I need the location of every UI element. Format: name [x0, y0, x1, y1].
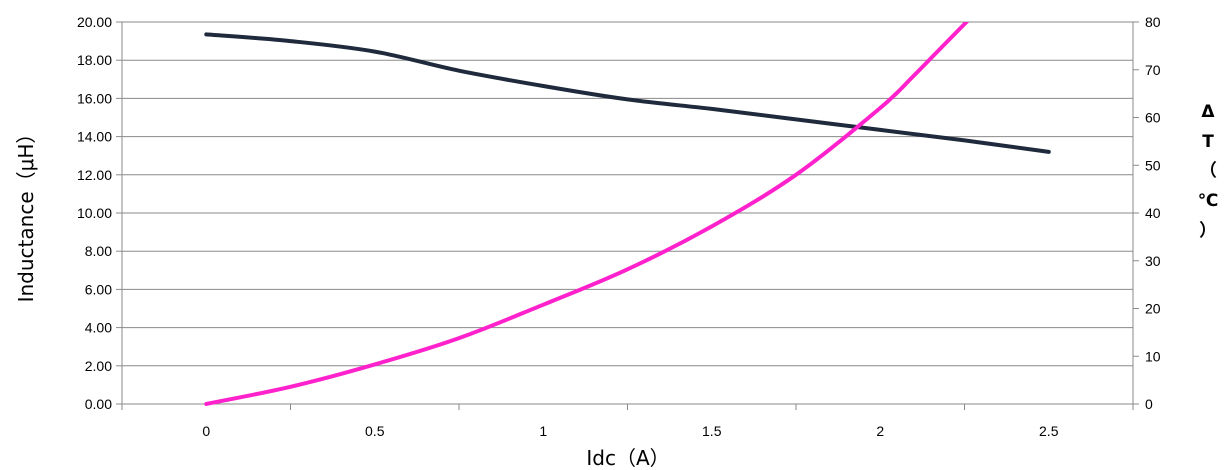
y-tick-label: 16.00 [77, 90, 112, 106]
y-tick-label: 18.00 [77, 52, 112, 68]
right-axis-title-line: ） [1200, 220, 1217, 241]
y-axis-title: Inductance（μH） [14, 124, 38, 303]
y-tick-label: 10.00 [77, 205, 112, 221]
right-axis-title-line: （ [1200, 160, 1217, 181]
x-tick-label: 0.5 [365, 423, 385, 439]
right-axis-title-line: Δ [1201, 102, 1215, 122]
axes [116, 21, 1139, 410]
right-axis-title-line: T [1202, 132, 1214, 152]
inductance-line [204, 32, 1051, 154]
y2-tick-label: 80 [1145, 14, 1161, 30]
y2-tick-label: 0 [1145, 396, 1153, 412]
y-tick-label: 14.00 [77, 129, 112, 145]
y2-tick-label: 20 [1145, 301, 1161, 317]
x-tick-label: 2.5 [1039, 423, 1059, 439]
x-tick-label: 0 [202, 423, 210, 439]
x-tick-label: 2 [876, 423, 884, 439]
x-axis-title: Idc（A） [586, 446, 669, 470]
y2-tick-label: 40 [1145, 205, 1161, 221]
tick-labels: 0.00 2.00 4.00 6.00 8.00 10.00 12.00 14.00 16.00… [77, 14, 1161, 439]
y-tick-label: 0.00 [85, 396, 112, 412]
y-tick-label: 12.00 [77, 167, 112, 183]
y2-tick-label: 70 [1145, 62, 1161, 78]
y2-tick-label: 50 [1145, 157, 1161, 173]
y2-tick-label: 10 [1145, 348, 1161, 364]
temperature-rise-line [204, 22, 970, 406]
y-tick-label: 20.00 [77, 14, 112, 30]
x-tick-label: 1 [539, 423, 547, 439]
y2-tick-label: 60 [1145, 110, 1161, 126]
right-axis-title-line: ℃ [1198, 191, 1219, 211]
y-tick-label: 4.00 [85, 320, 112, 336]
grid-lines [122, 21, 1133, 367]
y-tick-label: 6.00 [85, 281, 112, 297]
series-lines [204, 22, 1051, 406]
y-tick-label: 2.00 [85, 358, 112, 374]
y-tick-label: 8.00 [85, 243, 112, 259]
x-tick-label: 1.5 [702, 423, 722, 439]
right-axis-title: ΔT （ ℃ ） [1198, 102, 1219, 241]
y2-tick-label: 30 [1145, 253, 1161, 269]
